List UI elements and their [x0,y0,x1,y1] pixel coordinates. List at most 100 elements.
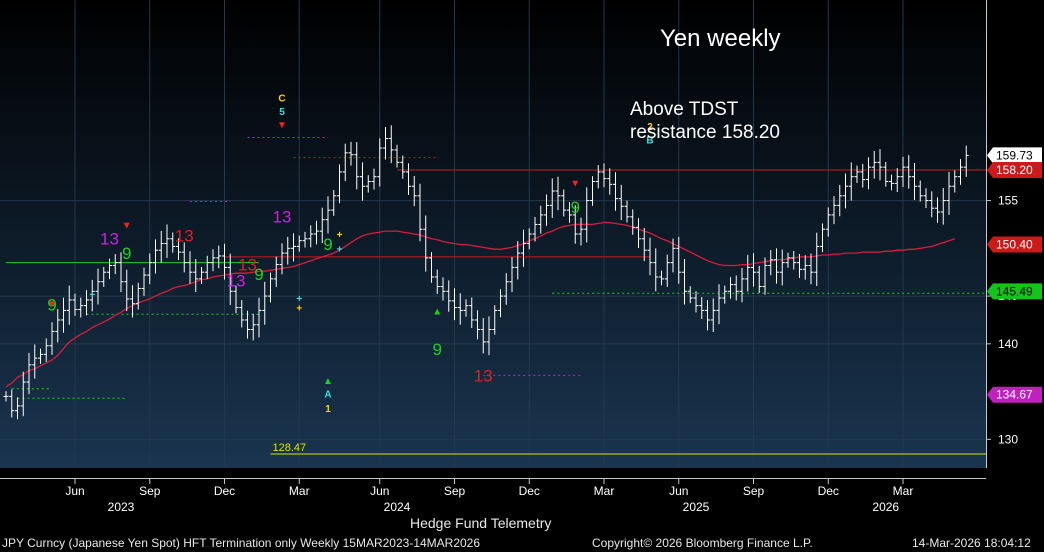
marker-12: + [89,290,95,301]
ohlc-bar [871,150,877,179]
marker-13: + [296,294,302,305]
x-tick-label: Dec [214,484,235,498]
marker-15: + [337,230,343,241]
ohlc-bar [791,251,797,270]
ohlc-bar [952,170,958,193]
ohlc-bar [549,178,555,218]
ohlc-bar [446,280,452,312]
ohlc-bar [762,257,768,295]
ohlc-bar [906,155,912,189]
ohlc-bar [492,305,498,335]
ohlc-bar [118,252,124,293]
ohlc-bar [61,297,66,333]
ohlc-bar [9,389,15,418]
ohlc-bar [32,344,38,379]
footer-bar: JPY Curncy (Japanese Yen Spot) HFT Termi… [0,535,1044,552]
ohlc-bar [354,142,360,190]
price-tag-label: 159.73 [996,148,1033,162]
ohlc-bar [929,191,935,218]
level-label-11: 128.47 [273,442,307,454]
ohlc-bar [101,267,107,287]
ohlc-bar [670,238,676,273]
ohlc-bar [268,272,273,303]
x-tick-label: Sep [743,484,765,498]
ohlc-bar [440,277,446,301]
ohlc-bar [866,157,871,190]
ohlc-bar [153,239,158,274]
ohlc-bar [544,194,549,226]
ohlc-bar [705,300,710,331]
ohlc-bar [837,184,843,217]
td-count-6: 9 [254,265,263,284]
ohlc-bar [256,297,262,338]
footer-security: JPY Curncy (Japanese Yen Spot) HFT Termi… [2,536,481,550]
marker-0: ▼ [47,299,57,310]
ohlc-bar [124,269,130,311]
ohlc-bar [227,253,233,306]
marker-6: C [278,93,285,104]
ohlc-bar [584,187,590,243]
ohlc-bar [607,168,613,195]
price-tag-label: 145.49 [996,284,1033,298]
price-tag-bg-4 [987,386,1042,403]
ohlc-bar [141,267,147,296]
x-axis-bg [0,468,1044,535]
td-count-5: 13 [238,255,257,274]
ohlc-bar [239,300,245,328]
ohlc-bars [3,125,969,420]
ohlc-bar [314,220,319,245]
ohlc-bar [176,238,181,261]
ohlc-bar [595,165,601,189]
ohlc-bar [319,207,325,244]
ohlc-bar [963,145,969,177]
ohlc-bar [302,231,308,248]
ohlc-bar [49,322,55,355]
x-tick-label: Mar [289,484,310,498]
marker-8: A [324,390,331,401]
marker-7: 5 [279,107,285,118]
ohlc-bar [20,371,26,417]
marker-10: 2 [647,122,653,133]
ohlc-bar [417,183,423,242]
ohlc-bar [624,200,630,223]
ohlc-bar [923,188,929,209]
x-tick-label: Dec [519,484,540,498]
marker-14: + [296,304,302,315]
ohlc-bar [647,237,653,276]
marker-11: B [646,135,653,146]
ohlc-bar [630,209,636,235]
x-tick-label: Sep [444,484,466,498]
price-tag-label: 134.67 [996,388,1033,402]
ohlc-bar [825,207,831,237]
ohlc-bar [406,163,411,195]
ohlc-bar [66,285,72,325]
ohlc-bar [3,391,9,402]
ohlc-bar [107,258,112,280]
ohlc-bar [498,289,503,318]
ohlc-bar [946,171,952,215]
ohlc-bar [503,273,509,305]
ohlc-bar [383,127,388,160]
price-tag-bg-1 [987,162,1042,179]
x-tick-label: Mar [594,484,615,498]
ohlc-bar [659,270,664,286]
ohlc-bar [181,242,187,273]
annotation-line2: resistance 158.20 [630,122,780,143]
ohlc-bar [739,268,745,303]
ohlc-bar [308,225,314,248]
ohlc-bar [917,180,923,202]
ohlc-bar [394,144,400,168]
ohlc-bar [745,254,751,292]
ohlc-bar [216,245,222,269]
td-count-11: 9 [571,198,580,217]
ohlc-bar [521,229,526,267]
ohlc-bar [664,254,670,287]
ohlc-bar [567,202,572,223]
price-tag-bg-3 [987,283,1042,300]
x-year-label: 2023 [108,500,135,514]
x-year-label: 2025 [683,500,710,514]
ohlc-bar [653,248,659,292]
ohlc-bar [894,168,900,192]
ohlc-bar [699,297,705,320]
ohlc-bar [250,313,256,341]
